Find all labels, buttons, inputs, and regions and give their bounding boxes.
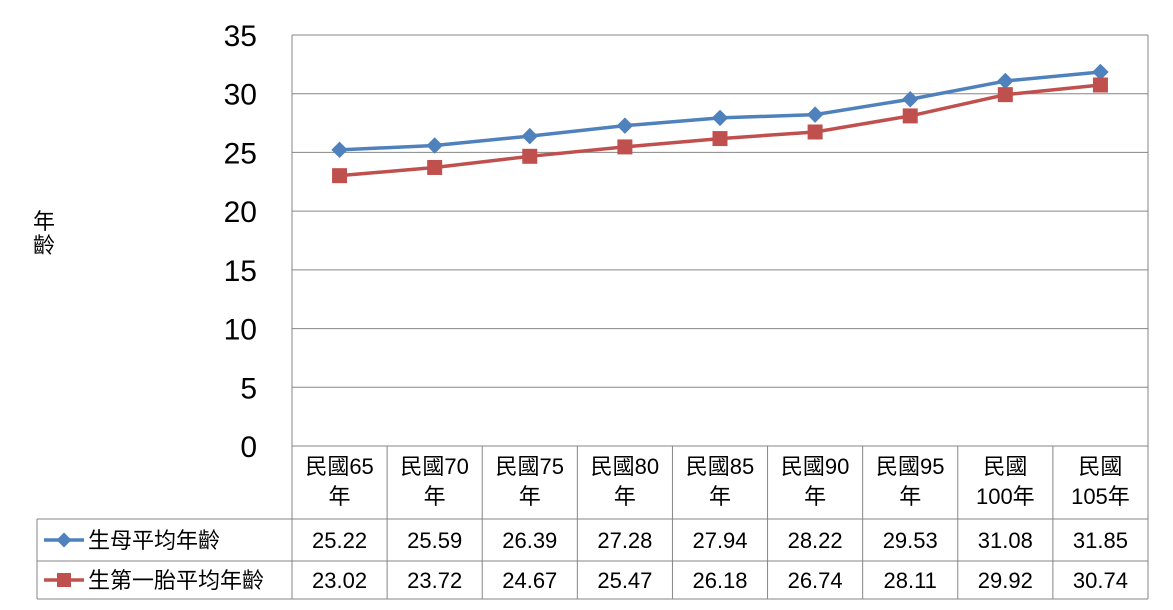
x-category-label: 民國85 (686, 454, 754, 479)
data-point-square (807, 124, 823, 140)
data-point-diamond (711, 109, 729, 127)
x-category-label: 年 (424, 484, 446, 509)
y-tick-label: 0 (240, 431, 257, 464)
table-value-cell: 30.74 (1073, 568, 1128, 593)
table-value-cell: 31.85 (1073, 528, 1128, 553)
x-category-label: 年 (709, 484, 731, 509)
legend-marker-diamond (56, 532, 72, 548)
y-axis-label: 年齡 (32, 209, 55, 258)
table-value-cell: 27.28 (597, 528, 652, 553)
y-tick-label: 15 (224, 255, 257, 288)
data-point-square (522, 148, 538, 164)
x-category-label: 民國95 (876, 454, 944, 479)
data-point-diamond (997, 72, 1014, 90)
y-tick-label: 25 (224, 137, 257, 170)
table-value-cell: 27.94 (692, 528, 747, 553)
table-value-cell: 28.22 (788, 528, 843, 553)
data-point-square (427, 159, 443, 175)
y-tick-label: 30 (224, 79, 257, 112)
data-point-square (997, 87, 1013, 103)
data-point-diamond (521, 127, 538, 145)
table-value-cell: 26.39 (502, 528, 557, 553)
legend-series-name: 生母平均年齡 (88, 528, 220, 553)
table-value-cell: 26.18 (692, 568, 747, 593)
data-point-diamond (426, 137, 443, 154)
table-value-cell: 24.67 (502, 568, 557, 593)
data-point-diamond (616, 117, 634, 134)
table-value-cell: 25.59 (407, 528, 462, 553)
table-value-cell: 25.22 (312, 528, 367, 553)
x-category-label: 年 (519, 484, 541, 509)
table-value-cell: 29.92 (978, 568, 1033, 593)
x-category-label: 105年 (1071, 484, 1130, 509)
data-point-diamond (331, 141, 348, 159)
x-category-label: 年 (804, 484, 826, 509)
x-category-label: 民國75 (496, 454, 564, 479)
x-category-label: 100年 (976, 484, 1035, 509)
y-tick-label: 20 (224, 196, 257, 229)
table-value-cell: 28.11 (884, 568, 937, 593)
x-category-label: 民國 (1078, 454, 1122, 479)
table-value-cell: 29.53 (883, 528, 938, 553)
table-value-cell: 26.74 (788, 568, 843, 593)
x-category-label: 民國 (983, 454, 1027, 479)
series-line-2 (339, 83, 1101, 178)
x-category-label: 民國70 (400, 454, 468, 479)
data-point-square (712, 131, 728, 147)
data-point-diamond (1092, 63, 1109, 81)
table-value-cell: 25.47 (597, 568, 652, 593)
table-value-cell: 31.08 (978, 528, 1033, 553)
y-tick-label: 5 (240, 372, 257, 405)
data-point-square (617, 139, 633, 155)
y-tick-label: 35 (224, 20, 257, 53)
data-point-diamond (806, 106, 824, 123)
legend-series-name: 生第一胎平均年齡 (88, 568, 264, 593)
x-category-label: 年 (614, 484, 636, 509)
legend-marker-square (57, 573, 71, 587)
x-category-label: 年 (899, 484, 921, 509)
x-category-label: 年 (329, 484, 351, 509)
data-point-square (332, 168, 348, 184)
x-category-label: 民國65 (305, 454, 373, 479)
data-point-square (902, 108, 918, 124)
table-value-cell: 23.02 (312, 568, 367, 593)
data-point-square (1092, 77, 1108, 93)
x-category-label: 民國90 (781, 454, 849, 479)
x-category-label: 民國80 (591, 454, 659, 479)
table-value-cell: 23.72 (407, 568, 462, 593)
y-tick-label: 10 (224, 314, 257, 347)
data-point-diamond (902, 91, 919, 108)
